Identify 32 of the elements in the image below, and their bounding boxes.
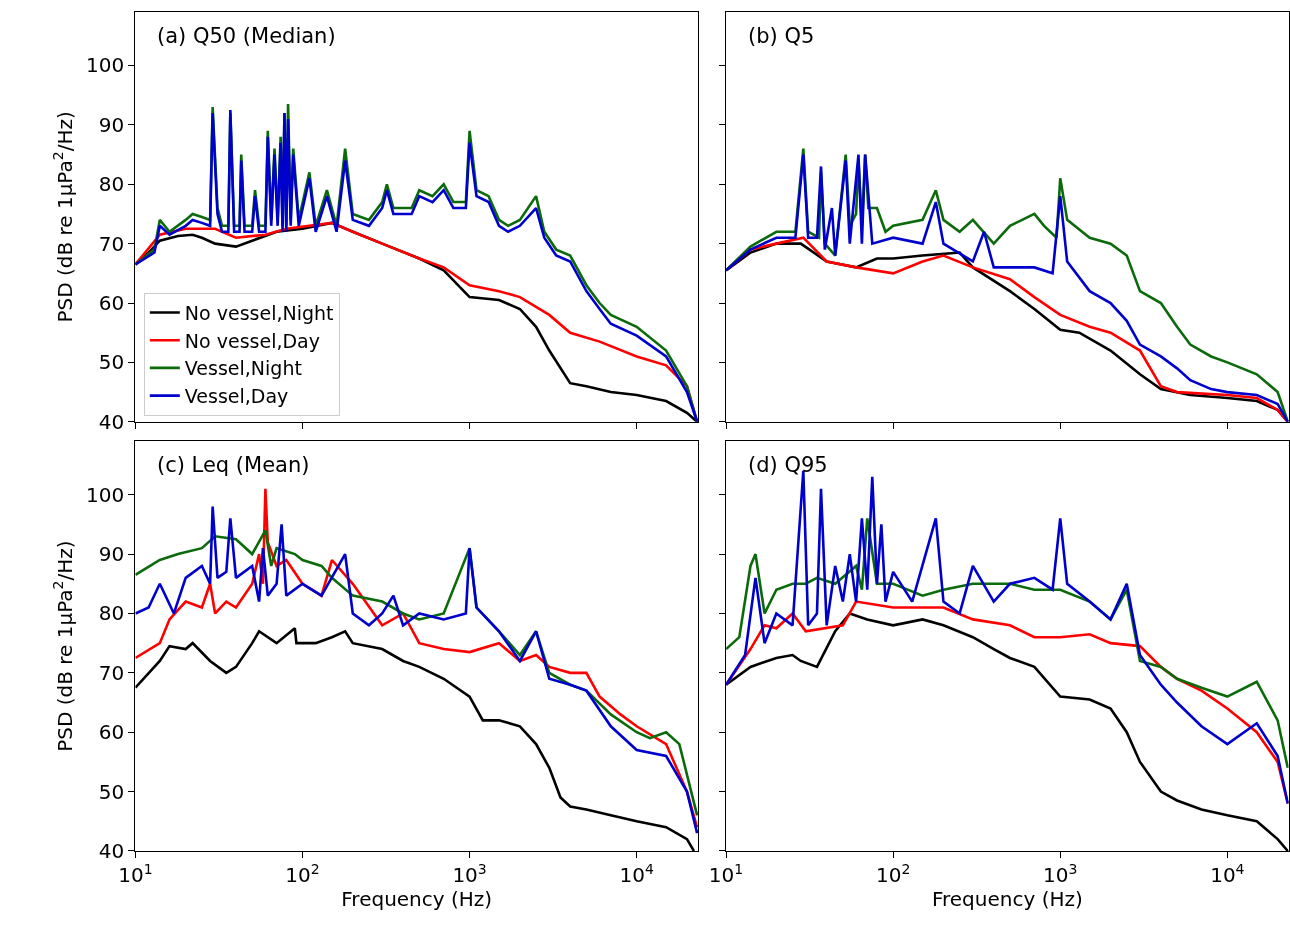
x-tick-label: 10$^{3}$ [1043,860,1078,888]
x-tick-label: 10$^{1}$ [708,860,744,888]
y-tick-label: 60 [98,291,125,316]
text: (b) Q5 [748,24,815,48]
y-tick-label: 80 [98,601,125,626]
y-tick-label: 80 [98,172,125,197]
y-tick-label: 60 [98,720,125,745]
x-axis-title: Frequency (Hz) [931,887,1083,912]
x-tick-label: 10$^{3}$ [452,860,487,888]
x-tick-label: 10$^{4}$ [619,860,654,888]
x-tick-label: 10$^{1}$ [118,860,153,888]
text: (d) Q95 [748,453,828,477]
y-tick-label: 100 [86,482,125,507]
y-tick-label: 90 [98,112,125,137]
legend-label: No vessel,Day [184,329,320,352]
y-tick-label: 70 [98,660,125,685]
legend-label: Vessel,Night [184,357,302,380]
y-tick-label: 40 [98,409,125,434]
x-axis-title: Frequency (Hz) [341,887,493,912]
legend-label: Vessel,Day [184,385,289,407]
y-tick-label: 70 [98,231,125,256]
y-tick-label: 50 [98,779,125,804]
x-tick-label: 10$^{4}$ [1210,860,1245,888]
y-tick-label: 50 [98,350,125,375]
text: (a) Q50 (Median) [157,24,336,48]
text: (c) Leq (Mean) [157,453,310,477]
x-tick-label: 10$^{2}$ [875,860,911,888]
legend-label: No vessel,Night [184,301,334,324]
y-tick-label: 90 [98,542,125,567]
x-tick-label: 10$^{2}$ [285,860,320,888]
y-tick-label: 40 [98,838,125,863]
y-tick-label: 100 [86,53,125,78]
